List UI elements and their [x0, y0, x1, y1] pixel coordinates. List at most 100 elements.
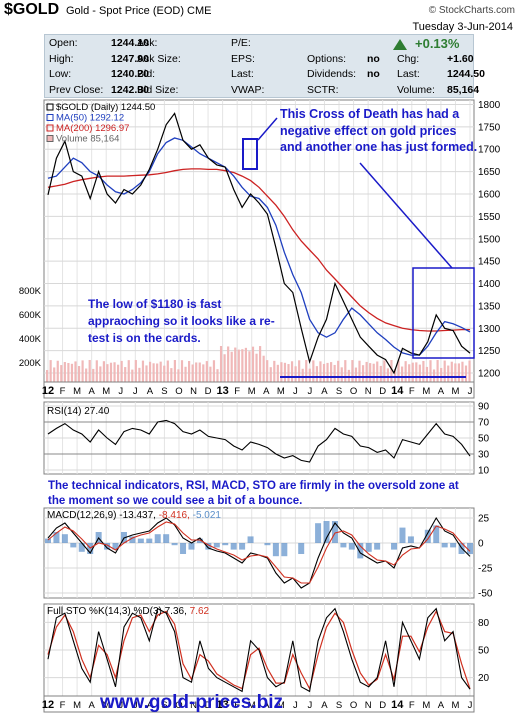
quote-label: Ask Size:: [137, 52, 181, 65]
volume-bar: [148, 361, 152, 382]
x-tick-label: A: [88, 700, 95, 711]
x-tick-label: S: [336, 700, 342, 711]
annotation-shapes: [242, 117, 475, 378]
x-tick-label: A: [438, 386, 445, 397]
macd-histogram-bar: [357, 543, 364, 559]
volume-bar: [191, 364, 194, 382]
legend-entry: $GOLD (Daily) 1244.50: [56, 102, 155, 113]
x-tick-label: M: [73, 386, 81, 397]
exchange-label: CME: [187, 5, 212, 17]
macd-histogram-bar: [331, 521, 338, 543]
volume-tick-label: 800K: [19, 286, 42, 297]
volume-bar: [259, 346, 262, 382]
x-tick-label: J: [118, 386, 123, 397]
x-tick-label: J: [133, 386, 138, 397]
volume-bar: [418, 364, 421, 382]
macd-histogram-bar: [163, 534, 170, 543]
macd-signal-line: [47, 521, 471, 584]
x-tick-label: J: [308, 386, 313, 397]
legend-entry: Volume 85,164: [56, 134, 119, 145]
x-tick-label: A: [438, 700, 445, 711]
volume-bar: [102, 361, 105, 382]
volume-bar: [454, 363, 457, 382]
volume-bar: [415, 362, 418, 382]
volume-bar: [95, 360, 98, 382]
volume-bar: [468, 360, 471, 382]
volume-tick-label: 600K: [19, 310, 42, 321]
volume-bar: [60, 365, 63, 382]
bottom-date-axis-band: [43, 695, 475, 713]
volume-bar: [106, 364, 109, 382]
macd-histogram-bar: [213, 543, 220, 548]
quote-value: +1.60: [447, 52, 474, 65]
macd-histogram-bar: [180, 543, 187, 554]
volume-bar: [244, 347, 247, 382]
macd-histogram-bar: [104, 543, 111, 550]
volume-bar: [386, 368, 389, 382]
x-tick-label: M: [422, 700, 430, 711]
macd-histogram-bar: [374, 543, 381, 550]
volume-bar: [159, 361, 162, 382]
quote-label: Prev Close:: [49, 83, 104, 96]
quote-value: no: [367, 68, 380, 80]
annotation-low-retest: The low of $1180 is fast appraoching so …: [88, 297, 275, 345]
y-tick-label: -25: [478, 564, 493, 575]
volume-bar: [53, 367, 56, 382]
macd-histogram-bar: [272, 543, 279, 557]
x-tick-label: J: [133, 700, 138, 711]
macd-histogram-bar: [230, 543, 237, 550]
macd-legend: MACD(12,26,9) -13.437, -8.416, -5.021: [47, 510, 221, 521]
volume-bar: [376, 361, 379, 382]
footer-url[interactable]: www.gold-prices.biz: [100, 692, 283, 713]
macd-histogram-bar: [78, 543, 85, 552]
x-tick-label: A: [147, 700, 154, 711]
macd-panel: 25 0 -25 -50 MACD(12,26,9) -13.437, -8.416, …: [43, 507, 493, 600]
x-tick-label: N: [190, 386, 197, 397]
volume-bar: [117, 364, 120, 382]
y-tick-label: 1650: [478, 167, 501, 178]
x-tick-label: D: [379, 700, 386, 711]
up-arrow-icon: [393, 39, 407, 50]
volume-bar: [109, 362, 113, 382]
macd-histogram-bar: [171, 543, 178, 546]
x-tick-label: M: [248, 386, 256, 397]
x-tick-label: 14: [391, 385, 404, 397]
y-tick-label: 1350: [478, 301, 501, 312]
macd-histogram-bar: [154, 534, 161, 543]
volume-bar: [276, 364, 279, 382]
y-tick-label: 20: [478, 673, 490, 684]
volume-bar: [337, 360, 340, 382]
quote-label: EPS:: [231, 52, 255, 65]
x-tick-label: F: [409, 386, 415, 397]
quote-label: Chg:: [397, 52, 420, 65]
volume-bar: [347, 369, 350, 382]
macd-plot-frame: [43, 507, 475, 599]
x-tick-label: M: [277, 700, 285, 711]
volume-bar: [447, 365, 450, 382]
volume-bar: [440, 367, 443, 382]
volume-bar: [301, 368, 304, 382]
volume-bar: [287, 364, 290, 382]
volume-bar: [273, 360, 276, 382]
volume-bar: [63, 362, 66, 382]
quote-label: Open:: [49, 37, 78, 49]
volume-bar: [294, 366, 297, 382]
quote-label: P/E:: [231, 37, 251, 49]
quote-date: Tuesday 3-Jun-2014: [412, 21, 514, 33]
y-tick-label: 1200: [478, 369, 501, 380]
x-tick-label: M: [451, 700, 459, 711]
legend-swatch: [46, 103, 54, 111]
volume-bar: [202, 364, 205, 382]
macd-histogram-bar: [61, 534, 68, 543]
y-tick-label: 10: [478, 466, 490, 477]
volume-bar: [156, 363, 159, 382]
macd-histogram-bar: [450, 543, 457, 548]
x-tick-label: F: [60, 386, 66, 397]
quote-label: Low:: [49, 68, 72, 80]
macd-signal-legend: -8.416,: [159, 510, 193, 521]
volume-bar: [180, 360, 184, 382]
y-tick-label: 70: [478, 418, 490, 429]
macd-histogram-bar: [348, 543, 355, 550]
macd-histogram-bar: [441, 543, 448, 548]
